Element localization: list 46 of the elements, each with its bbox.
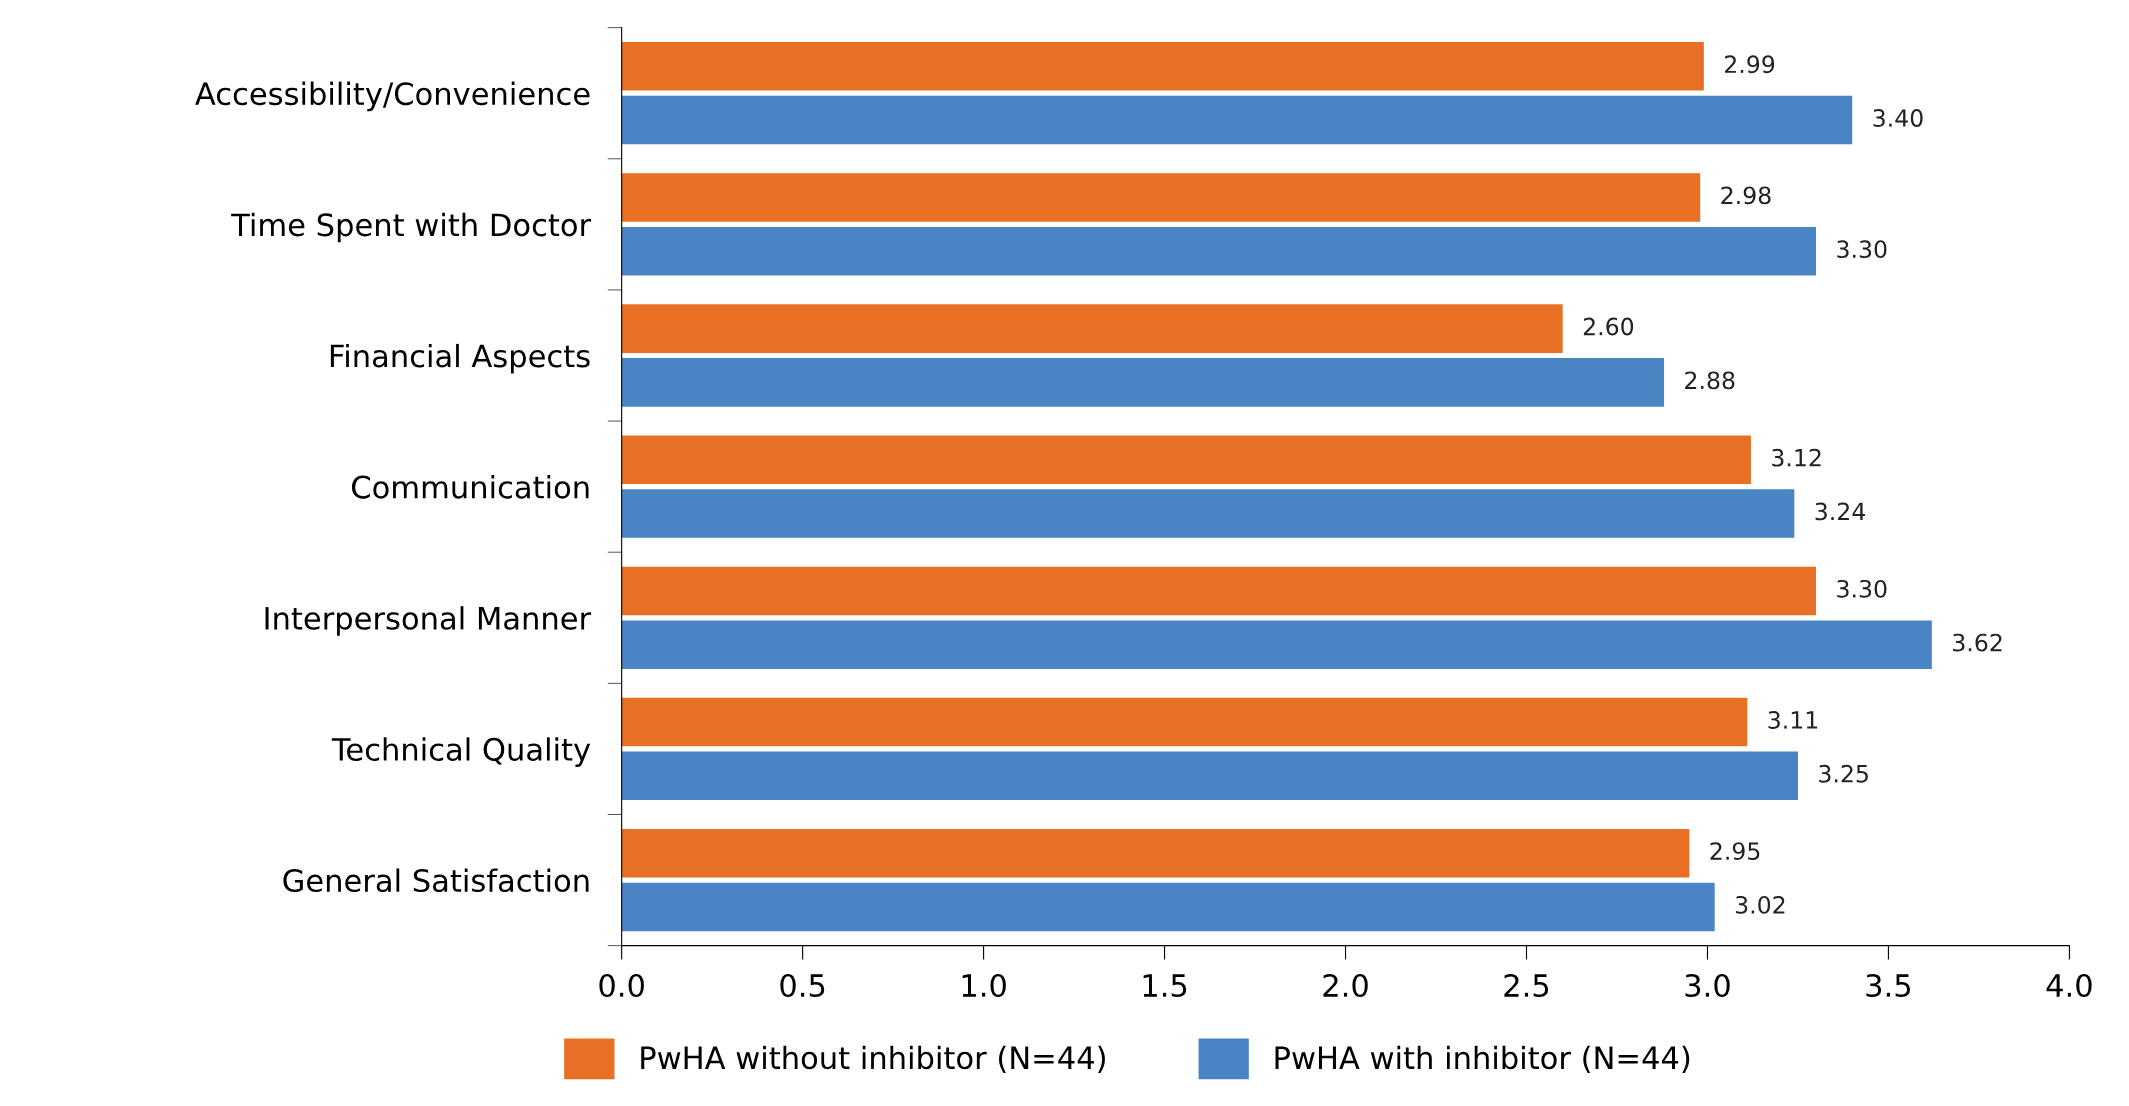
data-label: 3.25 [1819,764,1868,783]
data-label: 3.02 [1735,895,1785,914]
y-tick-label: Interpersonal Manner [265,606,592,636]
bar [621,697,1748,747]
data-label: 3.30 [1837,240,1887,259]
y-tick-label: Financial Aspects [330,343,590,374]
bar [621,42,1704,91]
bar [621,566,1817,616]
data-label: 2.88 [1685,371,1735,390]
data-label: 3.11 [1768,711,1818,729]
data-label: 2.95 [1710,842,1760,861]
legend-label: PwHA without inhibitor (N=44) [641,1045,1105,1073]
y-tick-label: Communication [352,475,589,499]
bar [621,489,1795,538]
bar [621,304,1563,353]
y-tick-label: Technical Quality [331,737,591,767]
bar [621,173,1701,222]
legend-label: PwHA with inhibitor (N=44) [1275,1045,1690,1073]
bar [621,435,1751,485]
x-tick-label: 0.0 [599,973,644,998]
bar [621,620,1932,669]
x-tick-label: 0.5 [780,973,825,998]
data-label: 3.62 [1953,633,2002,652]
y-tick-label: Accessibility/Convenience [195,81,590,112]
bar [621,751,1798,801]
data-label: 3.12 [1772,448,1821,467]
x-tick-label: 3.0 [1685,973,1730,998]
y-tick-label: Time Spent with Doctor [231,212,592,243]
bar [621,226,1817,276]
bar [621,358,1665,407]
x-tick-label: 3.5 [1866,973,1911,998]
data-label: 3.24 [1815,502,1866,521]
bar [621,95,1853,145]
x-tick-label: 2.5 [1504,973,1549,998]
data-label: 2.60 [1583,317,1634,336]
x-tick-label: 2.0 [1323,973,1368,998]
x-tick-label: 4.0 [2046,973,2092,998]
bar [621,882,1715,932]
data-label: 3.40 [1873,109,1923,127]
y-tick-label: General Satisfaction [283,868,589,893]
data-label: 3.30 [1837,579,1887,598]
data-label: 2.98 [1721,186,1771,205]
bar [621,828,1690,878]
data-label: 2.99 [1725,55,1775,74]
x-tick-label: 1.0 [962,973,1006,998]
x-tick-label: 1.5 [1143,974,1187,998]
